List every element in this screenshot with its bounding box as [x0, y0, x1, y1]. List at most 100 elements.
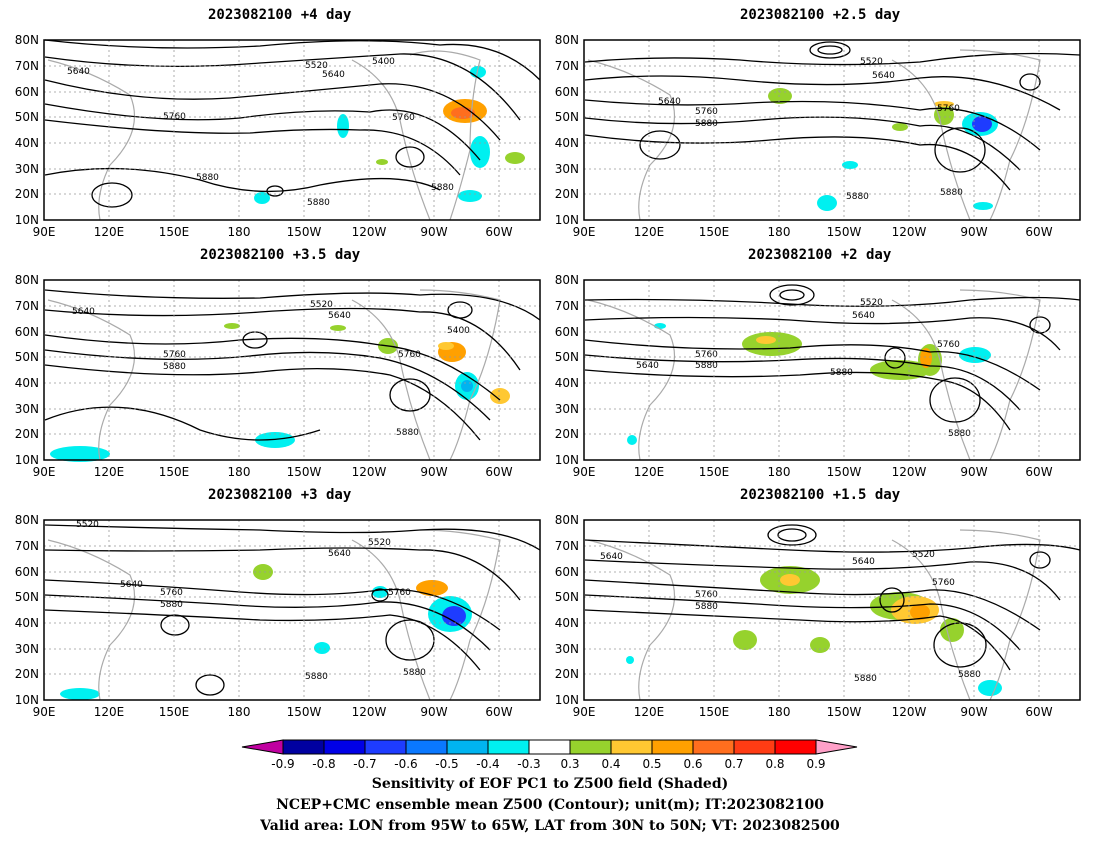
svg-text:50N: 50N [15, 110, 39, 124]
svg-text:120E: 120E [634, 705, 665, 719]
svg-text:5760: 5760 [163, 350, 186, 360]
svg-text:20N: 20N [15, 187, 39, 201]
svg-text:50N: 50N [15, 590, 39, 604]
svg-text:5640: 5640 [658, 97, 681, 107]
svg-text:180: 180 [768, 465, 791, 479]
svg-text:120E: 120E [94, 705, 125, 719]
svg-text:40N: 40N [555, 136, 579, 150]
svg-text:60W: 60W [485, 705, 512, 719]
svg-text:5760: 5760 [695, 590, 718, 600]
gridlines [584, 280, 1080, 460]
svg-text:50N: 50N [555, 590, 579, 604]
colorbar-segment [569, 739, 612, 755]
coastlines [47, 50, 481, 221]
colorbar-label: -0.8 [312, 757, 335, 771]
svg-text:5520: 5520 [860, 298, 883, 308]
lat-labels: 80N 70N 60N 50N 40N 30N 20N 10N [15, 513, 39, 707]
svg-text:60W: 60W [1025, 225, 1052, 239]
svg-text:20N: 20N [555, 187, 579, 201]
svg-text:5760: 5760 [932, 578, 955, 588]
coastlines [587, 289, 1041, 461]
svg-text:50N: 50N [555, 110, 579, 124]
svg-text:5880: 5880 [196, 173, 219, 183]
svg-text:60W: 60W [485, 225, 512, 239]
colorbar-low-arrow [241, 739, 284, 755]
svg-text:5760: 5760 [695, 350, 718, 360]
map-plot: 5520 5640 5640 5760 5880 5880 5760 5880 … [555, 273, 1081, 479]
svg-text:5640: 5640 [120, 580, 143, 590]
svg-text:5520: 5520 [76, 520, 99, 530]
lat-labels: 80N 70N 60N 50N 40N 30N 20N 10N [555, 273, 579, 467]
svg-text:30N: 30N [555, 642, 579, 656]
svg-text:40N: 40N [555, 376, 579, 390]
colorbar-label: 0.8 [765, 757, 784, 771]
svg-text:20N: 20N [15, 427, 39, 441]
svg-text:10N: 10N [555, 453, 579, 467]
colorbar-segment [610, 739, 653, 755]
svg-text:150W: 150W [827, 225, 862, 239]
colorbar-segment [487, 739, 530, 755]
colorbar-segment [446, 739, 489, 755]
colorbar-label: 0.4 [601, 757, 620, 771]
svg-text:10N: 10N [15, 453, 39, 467]
svg-text:5520: 5520 [860, 57, 883, 67]
svg-text:90E: 90E [33, 225, 56, 239]
svg-text:5760: 5760 [937, 104, 960, 114]
svg-text:60W: 60W [1025, 705, 1052, 719]
svg-text:50N: 50N [15, 350, 39, 364]
svg-text:120E: 120E [634, 465, 665, 479]
svg-text:150W: 150W [287, 705, 322, 719]
svg-text:5640: 5640 [328, 549, 351, 559]
svg-text:90E: 90E [33, 465, 56, 479]
svg-text:150E: 150E [699, 705, 730, 719]
svg-text:5880: 5880 [396, 428, 419, 438]
svg-text:70N: 70N [555, 539, 579, 553]
gridlines [584, 520, 1080, 700]
svg-text:5760: 5760 [392, 113, 415, 123]
map-plot: 5520 5640 5640 5760 5880 5760 5880 5880 … [555, 33, 1081, 239]
svg-text:5880: 5880 [163, 362, 186, 372]
panel-title: 2023082100 +4 day [208, 7, 352, 23]
svg-text:5640: 5640 [328, 311, 351, 321]
svg-text:150E: 150E [699, 465, 730, 479]
svg-text:5760: 5760 [695, 107, 718, 117]
svg-text:150W: 150W [827, 465, 862, 479]
colorbar-label: -0.6 [394, 757, 417, 771]
panel-plus2-5-day: 2023082100 +2.5 day [540, 0, 1090, 240]
shading [768, 88, 998, 211]
panel-plus3-day: 2023082100 +3 day 5520 [0, 480, 550, 720]
svg-text:90W: 90W [420, 705, 447, 719]
lon-labels: 90E 120E 150E 180 150W 120W 90W 60W [33, 465, 513, 479]
svg-text:120E: 120E [94, 225, 125, 239]
svg-text:90E: 90E [33, 705, 56, 719]
contours [584, 284, 1081, 431]
colorbar-segment [733, 739, 776, 755]
caption-line-1: Sensitivity of EOF PC1 to Z500 field (Sh… [371, 776, 729, 792]
svg-text:120E: 120E [94, 465, 125, 479]
svg-text:60N: 60N [555, 85, 579, 99]
svg-text:5640: 5640 [636, 361, 659, 371]
panel-plus3-5-day: 2023082100 +3.5 day [0, 240, 550, 480]
svg-text:20N: 20N [555, 427, 579, 441]
map-plot: 5520 5640 5640 5760 5880 5760 5400 5880 … [15, 273, 541, 479]
lon-labels: 90E 120E 150E 180 150W 120W 90W 60W [33, 705, 513, 719]
svg-text:70N: 70N [555, 299, 579, 313]
svg-text:40N: 40N [15, 376, 39, 390]
svg-text:90E: 90E [573, 465, 596, 479]
colorbar-labels: -0.9 -0.8 -0.7 -0.6 -0.5 -0.4 -0.3 0.3 0.4 0.5 0.6… [271, 757, 825, 771]
svg-text:5880: 5880 [940, 188, 963, 198]
svg-text:5640: 5640 [852, 311, 875, 321]
svg-text:70N: 70N [15, 299, 39, 313]
contours [44, 524, 541, 696]
svg-text:5880: 5880 [854, 674, 877, 684]
colorbar-label: 0.7 [724, 757, 743, 771]
svg-text:5880: 5880 [695, 361, 718, 371]
svg-text:150E: 150E [159, 705, 190, 719]
svg-text:70N: 70N [555, 59, 579, 73]
lat-labels: 80N 70N 60N 50N 40N 30N 20N 10N [15, 33, 39, 227]
colorbar-segment [282, 739, 325, 755]
svg-text:150E: 150E [699, 225, 730, 239]
contour-labels: 5520 5640 5640 5760 5880 5760 5880 5880 [658, 57, 963, 202]
panel-plus1-5-day: 2023082100 +1.5 day [540, 480, 1090, 720]
svg-text:120W: 120W [892, 705, 927, 719]
